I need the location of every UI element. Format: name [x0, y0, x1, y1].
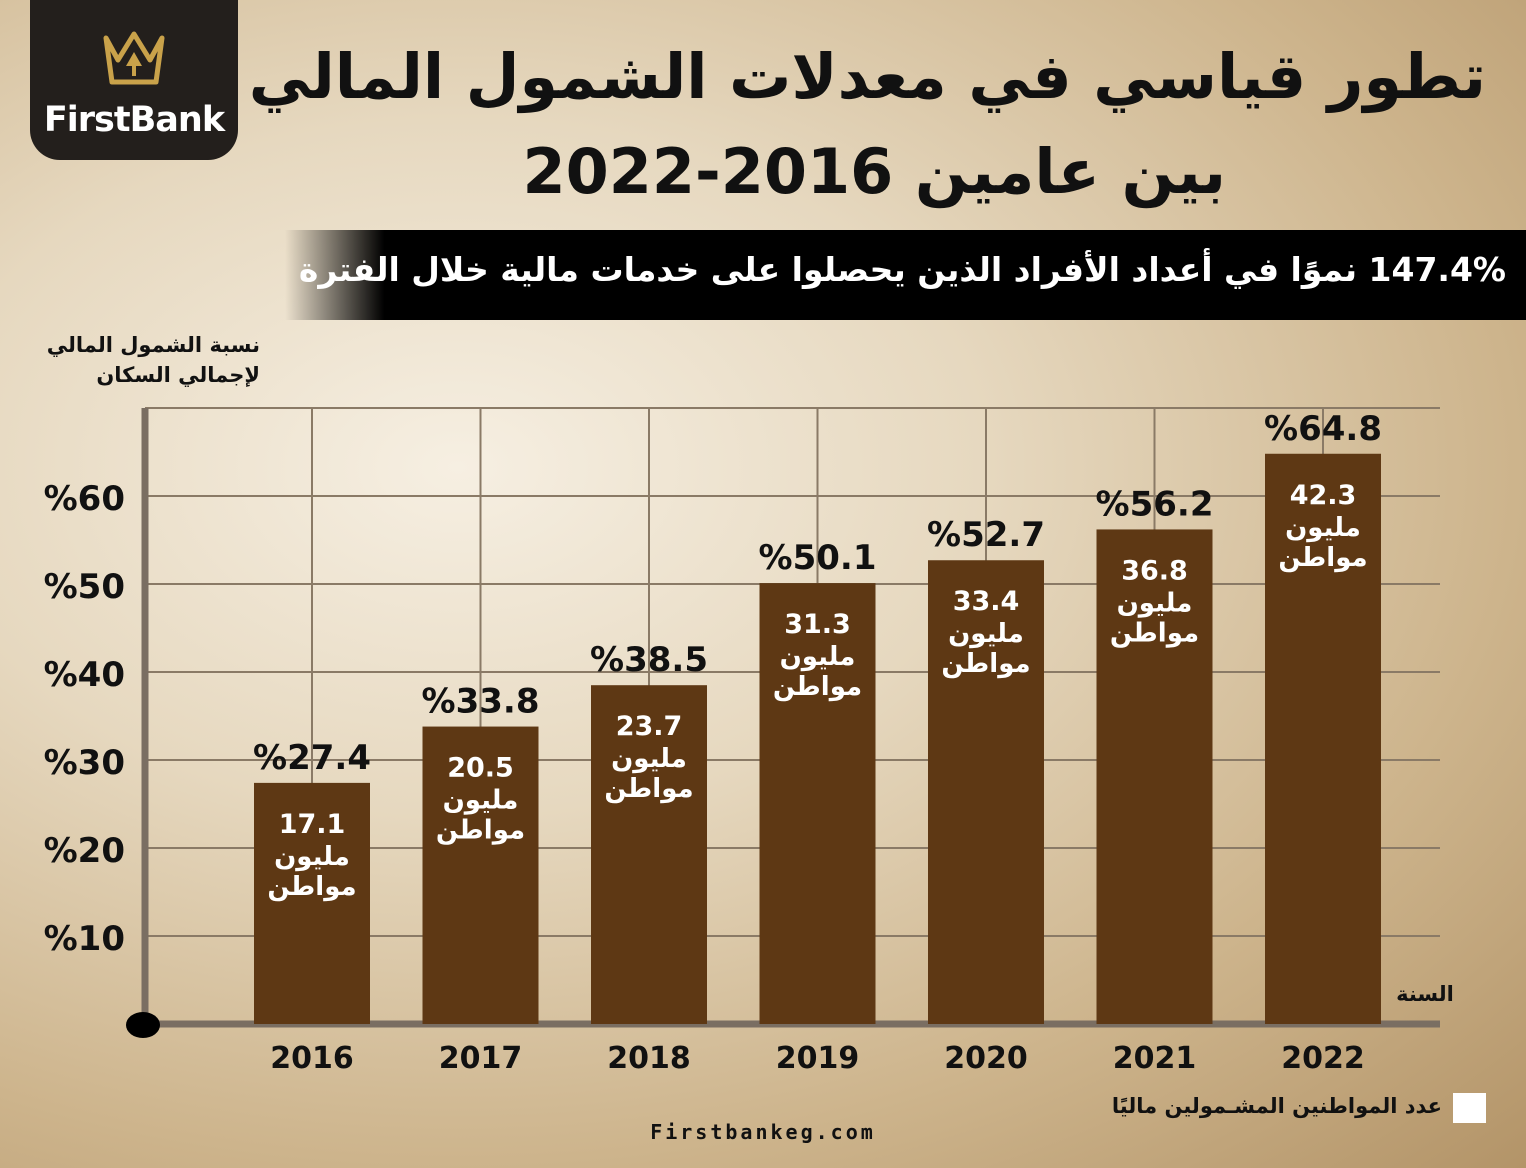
- bar-citizens-unit: مواطن: [267, 872, 356, 902]
- bar-value-label: %56.2: [1096, 484, 1214, 524]
- x-axis-title: السنة: [1396, 982, 1454, 1006]
- brand-name: FirstBank: [43, 100, 225, 140]
- x-tick-label: 2020: [944, 1041, 1028, 1076]
- bar-citizens-unit: مليون: [1285, 513, 1361, 543]
- x-tick-label: 2017: [439, 1041, 523, 1076]
- y-tick-label: %30: [44, 743, 125, 783]
- bar-citizens-count: 36.8: [1121, 555, 1188, 586]
- y-tick-label: %10: [44, 919, 125, 959]
- bar-value-label: %50.1: [759, 538, 877, 578]
- footer-website[interactable]: Firstbankeg.com: [0, 1120, 1526, 1144]
- bar: [422, 726, 539, 1024]
- bar-citizens-unit: مواطن: [773, 672, 862, 702]
- bar-citizens-unit: مليون: [443, 786, 519, 816]
- crown-icon: [103, 31, 165, 85]
- bar-citizens-unit: مواطن: [1278, 543, 1367, 573]
- bar: [1265, 453, 1381, 1024]
- bar-citizens-unit: مليون: [274, 842, 350, 872]
- bar: [1096, 529, 1213, 1024]
- x-tick-label: 2021: [1113, 1041, 1197, 1076]
- x-tick-label: 2019: [776, 1041, 860, 1076]
- bar-citizens-unit: مواطن: [941, 649, 1030, 679]
- bar-citizens-unit: مليون: [1117, 588, 1193, 618]
- page-title-line2: بين عامين 2016-2022: [522, 135, 1226, 208]
- bar-citizens-unit: مواطن: [1110, 618, 1199, 648]
- highlight-banner: 147.4% نموًا في أعداد الأفراد الذين يحصل…: [285, 230, 1526, 320]
- bar-citizens-unit: مليون: [948, 619, 1024, 649]
- bar: [759, 583, 876, 1024]
- legend-label: عدد المواطنين المشـمولين ماليًا: [1111, 1094, 1442, 1118]
- axis-origin-dot: [126, 1012, 160, 1038]
- bar-citizens-count: 23.7: [616, 711, 683, 742]
- bar-citizens-unit: مليون: [780, 642, 856, 672]
- bar-citizens-unit: مليون: [611, 744, 687, 774]
- bar-citizens-count: 33.4: [953, 586, 1020, 617]
- y-axis-title: نسبة الشمول المالي لإجمالي السكان: [46, 333, 260, 387]
- bar-citizens-count: 42.3: [1290, 480, 1357, 511]
- page-title-line1: تطور قياسي في معدلات الشمول المالي: [248, 40, 1486, 113]
- bar-value-label: %52.7: [927, 515, 1045, 555]
- bar: [591, 685, 707, 1024]
- bar-value-label: %33.8: [422, 682, 540, 722]
- y-tick-label: %40: [44, 655, 125, 695]
- bar: [254, 782, 370, 1024]
- x-tick-label: 2018: [607, 1041, 691, 1076]
- y-tick-label: %50: [44, 567, 125, 607]
- bar: [928, 560, 1044, 1024]
- bar-citizens-unit: مواطن: [436, 816, 525, 846]
- x-tick-label: 2016: [270, 1041, 354, 1076]
- bar-value-label: %38.5: [590, 640, 708, 680]
- bar-citizens-count: 17.1: [279, 809, 346, 840]
- bar-citizens-unit: مواطن: [604, 774, 693, 804]
- bar-citizens-count: 20.5: [447, 753, 514, 784]
- website-text[interactable]: Firstbankeg.com: [650, 1120, 876, 1144]
- legend-swatch: [1453, 1093, 1486, 1123]
- banner-text: 147.4% نموًا في أعداد الأفراد الذين يحصل…: [298, 250, 1506, 289]
- x-tick-label: 2022: [1281, 1041, 1365, 1076]
- bar-value-label: %64.8: [1264, 409, 1382, 449]
- y-tick-label: %60: [44, 479, 125, 519]
- bar-citizens-count: 31.3: [784, 609, 851, 640]
- y-tick-label: %20: [44, 831, 125, 871]
- bar-value-label: %27.4: [253, 738, 371, 778]
- brand-logo: FirstBank: [30, 0, 238, 160]
